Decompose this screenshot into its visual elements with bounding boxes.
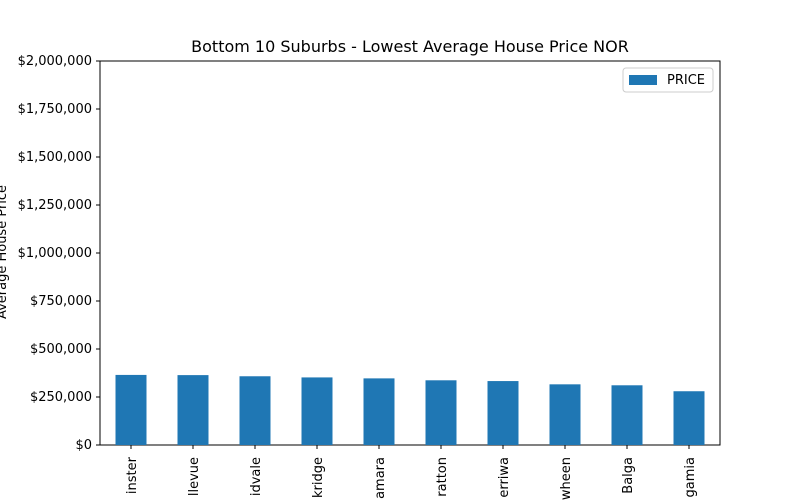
- bar: [177, 375, 209, 445]
- x-tick-label: erriwa: [497, 457, 512, 498]
- y-tick-label: $2,000,000: [18, 54, 92, 69]
- y-axis: $0 $250,000 $500,000 $750,000 $1,000,000 $1,2…: [18, 54, 100, 453]
- bar: [363, 378, 395, 445]
- y-tick-label: $1,750,000: [18, 102, 92, 117]
- bar: [549, 384, 581, 445]
- bar: [673, 391, 705, 445]
- y-tick-label: $250,000: [30, 390, 92, 405]
- x-tick-label: amara: [373, 457, 388, 499]
- legend-box: [622, 67, 714, 93]
- bar: [239, 376, 271, 445]
- y-tick-label: $1,500,000: [18, 150, 92, 165]
- x-tick-label: idvale: [249, 457, 264, 496]
- chart-title: Bottom 10 Suburbs - Lowest Average House…: [191, 37, 629, 56]
- x-tick-label: kridge: [311, 457, 326, 498]
- bar: [425, 380, 457, 445]
- legend-label: PRICE: [667, 73, 705, 88]
- x-tick-label: llevue: [187, 457, 202, 496]
- bar: [115, 374, 147, 445]
- x-tick-label: inster: [125, 456, 140, 494]
- x-tick-label: gamia: [683, 457, 698, 497]
- x-tick-label: ratton: [435, 457, 450, 497]
- y-tick-label: $1,000,000: [18, 246, 92, 261]
- bar: [611, 385, 643, 445]
- bars: [115, 374, 705, 445]
- y-tick-label: $1,250,000: [18, 198, 92, 213]
- y-tick-label: $0: [75, 438, 92, 453]
- y-axis-label: Average House Price: [0, 185, 10, 319]
- y-tick-label: $750,000: [30, 294, 92, 309]
- legend-swatch: [629, 75, 657, 85]
- x-axis: inster llevue idvale kridge amara ratton erriw…: [125, 445, 698, 500]
- x-tick-label: Balga: [621, 457, 636, 494]
- x-tick-label: wheen: [559, 457, 574, 500]
- bar: [487, 381, 519, 445]
- bar: [301, 377, 333, 445]
- legend: PRICE: [622, 67, 714, 93]
- y-tick-label: $500,000: [30, 342, 92, 357]
